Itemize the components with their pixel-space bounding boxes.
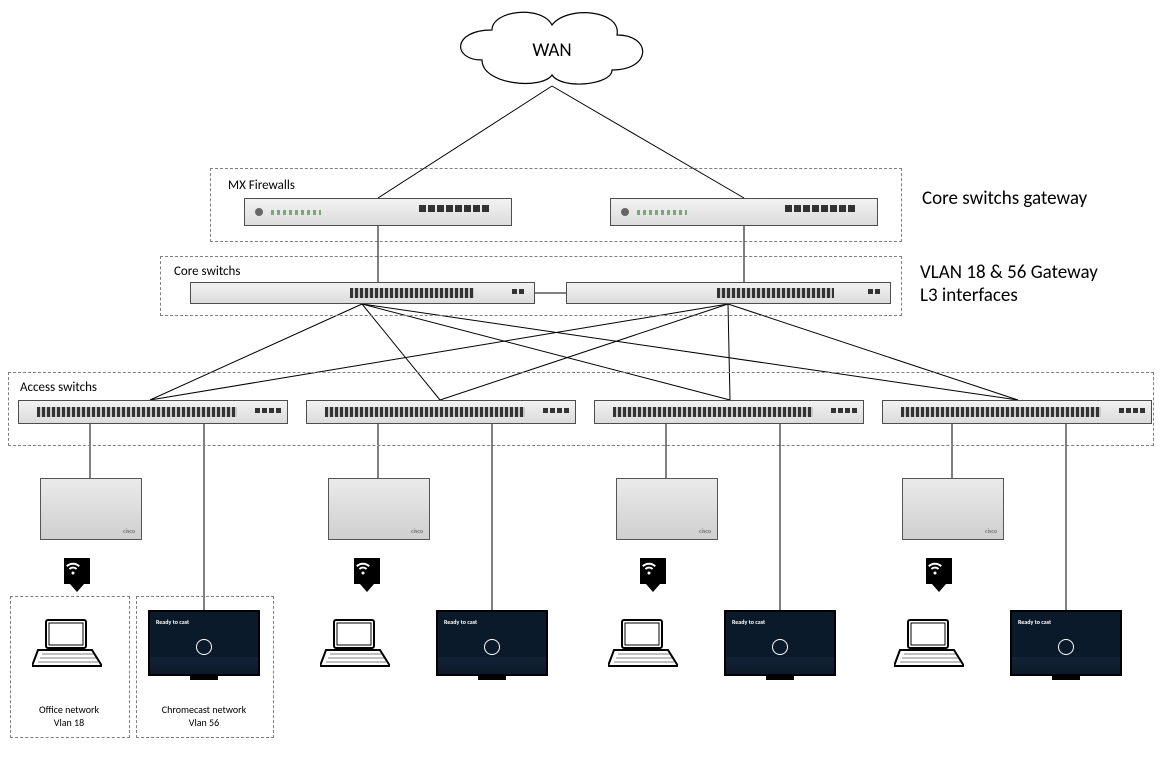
- mx-firewall-0: [244, 198, 512, 226]
- chromecast-tv-3: Ready to cast: [1010, 610, 1122, 676]
- side-label-core: VLAN 18 & 56 GatewayL3 interfaces: [920, 262, 1098, 308]
- endpoint-label-1: Chromecast networkVlan 56: [136, 704, 272, 729]
- access-point-2: cisco: [616, 478, 718, 540]
- tv-stand-3: [1052, 676, 1080, 680]
- access-point-0: cisco: [40, 478, 142, 540]
- laptop-2: [608, 618, 678, 670]
- access-switch-1: [306, 400, 576, 424]
- chromecast-tv-1: Ready to cast: [436, 610, 548, 676]
- wifi-icon-3: [926, 558, 952, 584]
- laptop-1: [320, 618, 390, 670]
- laptop-3: [894, 618, 964, 670]
- tier-label-access: Access switchs: [20, 380, 97, 395]
- chromecast-tv-2: Ready to cast: [724, 610, 836, 676]
- tier-label-core: Core switchs: [174, 264, 240, 279]
- wifi-icon-1: [354, 558, 380, 584]
- access-switch-3: [882, 400, 1152, 424]
- tier-label-mx: MX Firewalls: [228, 178, 295, 193]
- core-switch-1: [566, 282, 891, 304]
- wifi-icon-0: [64, 558, 90, 584]
- endpoint-label-0: Office networkVlan 18: [10, 704, 128, 729]
- core-switch-0: [190, 282, 535, 304]
- mx-firewall-1: [610, 198, 878, 226]
- tv-stand-1: [478, 676, 506, 680]
- access-point-1: cisco: [328, 478, 430, 540]
- access-switch-2: [594, 400, 864, 424]
- access-point-3: cisco: [902, 478, 1004, 540]
- wifi-icon-2: [640, 558, 666, 584]
- side-label-mx: Core switchs gateway: [922, 188, 1087, 211]
- access-switch-0: [18, 400, 288, 424]
- tv-stand-2: [766, 676, 794, 680]
